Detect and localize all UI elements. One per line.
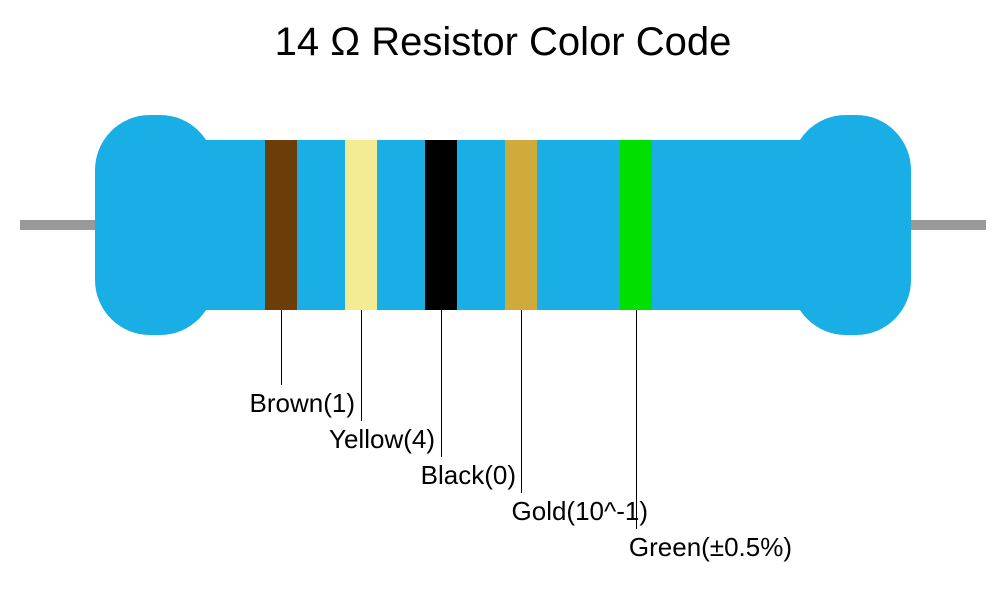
band-4-label: Gold(10^-1) [512,496,648,527]
band-1-label: Brown(1) [250,388,355,419]
band-4-leader [521,310,522,493]
band-2-label: Yellow(4) [329,424,435,455]
band-3-label: Black(0) [421,460,516,491]
band-3-leader [441,310,442,457]
band-1-leader [281,310,282,385]
band-2-leader [361,310,362,421]
band-3 [425,140,457,310]
band-5 [620,140,652,310]
band-1 [265,140,297,310]
band-5-label: Green(±0.5%) [629,532,792,563]
diagram-title: 14 Ω Resistor Color Code [0,20,1006,65]
band-4 [505,140,537,310]
band-2 [345,140,377,310]
resistor-diagram [0,100,1006,600]
